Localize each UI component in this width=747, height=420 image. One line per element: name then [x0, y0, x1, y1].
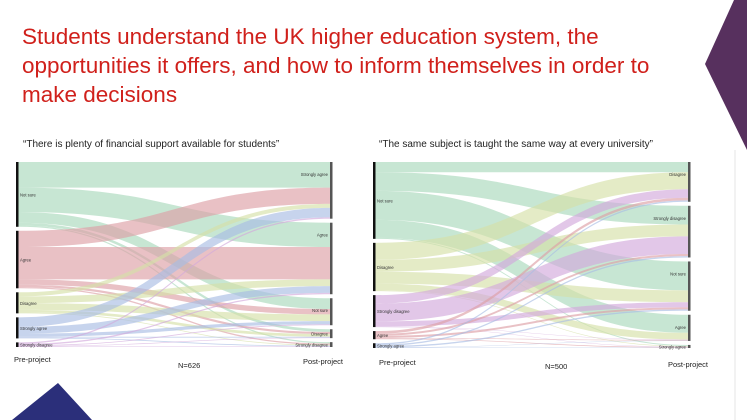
left-node-agree — [373, 331, 376, 340]
chart-2-post-label: Post-project — [668, 360, 709, 369]
flow-agree-to-agree — [375, 337, 688, 341]
left-node-label-strongly-disagree: Strongly disagree — [20, 343, 53, 348]
left-node-disagree — [16, 292, 19, 314]
left-node-label-not-sure: Not sure — [20, 192, 36, 197]
flow-strongly-agree-to-not-sure — [375, 309, 688, 348]
flow-agree-to-strongly-agree — [375, 338, 688, 348]
chart-2-title: “The same subject is taught the same way… — [379, 139, 654, 150]
flow-disagree-to-strongly-agree — [18, 203, 330, 297]
right-node-label-disagree: Disagree — [311, 332, 328, 337]
flow-strongly-disagree-to-agree — [375, 326, 688, 340]
right-node-label-not-sure: Not sure — [312, 308, 328, 313]
chart-1-pre-label: Pre-project — [14, 355, 51, 364]
flow-not-sure-to-strongly-agree — [18, 162, 330, 188]
left-node-label-strongly-agree: Strongly agree — [377, 344, 405, 349]
left-node-not-sure — [373, 162, 376, 239]
flow-strongly-disagree-to-disagree — [18, 337, 330, 347]
flow-strongly-disagree-to-not-sure — [375, 302, 688, 327]
right-node-label-strongly-agree: Strongly agree — [659, 344, 687, 349]
slide-title: Students understand the UK higher educat… — [22, 24, 650, 107]
flow-strongly-agree-to-strongly-disagree — [375, 256, 688, 346]
left-node-strongly-disagree — [373, 295, 376, 328]
right-node-strongly-disagree — [688, 205, 691, 258]
chart-2-n-label: N=500 — [545, 362, 568, 371]
flow-disagree-to-disagree — [18, 309, 330, 337]
right-node-disagree — [688, 162, 691, 202]
flow-disagree-to-agree — [18, 279, 330, 304]
flow-disagree-to-agree — [375, 283, 688, 340]
flow-strongly-disagree-to-strongly-disagree — [375, 236, 688, 322]
right-node-label-disagree: Disagree — [669, 172, 686, 177]
flow-agree-to-disagree — [375, 197, 688, 334]
flow-agree-to-not-sure — [375, 307, 688, 338]
left-node-label-strongly-disagree: Strongly disagree — [377, 309, 410, 314]
right-node-strongly-agree — [688, 344, 691, 348]
right-node-label-strongly-disagree: Strongly disagree — [653, 216, 686, 221]
chart-1-title: “There is plenty of financial support av… — [23, 139, 280, 150]
flow-strongly-agree-to-strongly-agree — [18, 207, 330, 327]
flow-strongly-disagree-to-disagree — [375, 189, 688, 304]
left-node-label-disagree: Disagree — [377, 265, 394, 270]
flow-strongly-agree-to-disagree — [18, 336, 330, 338]
right-node-agree — [330, 222, 333, 295]
flow-not-sure-to-strongly-disagree — [18, 225, 330, 344]
right-node-strongly-disagree — [330, 342, 333, 347]
flow-agree-to-strongly-disagree — [375, 254, 688, 336]
flow-strongly-disagree-to-agree — [18, 292, 330, 346]
right-node-not-sure — [688, 261, 691, 311]
flow-strongly-disagree-to-strongly-agree — [375, 326, 688, 347]
right-node-strongly-agree — [330, 162, 333, 219]
left-node-label-agree: Agree — [20, 258, 32, 263]
flow-strongly-disagree-to-strongly-agree — [18, 217, 330, 344]
right-node-agree — [688, 314, 691, 341]
purple-corner-shape — [705, 0, 747, 150]
left-node-disagree — [373, 242, 376, 292]
left-node-agree — [16, 230, 19, 289]
flow-not-sure-to-strongly-disagree — [375, 172, 688, 225]
flow-disagree-to-disagree — [375, 172, 688, 260]
left-node-strongly-agree — [16, 317, 19, 339]
chart-1-post-label: Post-project — [303, 357, 344, 366]
right-node-label-agree: Agree — [675, 325, 687, 330]
left-node-strongly-disagree — [16, 342, 19, 347]
right-node-label-strongly-disagree: Strongly disagree — [295, 343, 328, 348]
right-node-label-not-sure: Not sure — [670, 271, 686, 276]
left-node-not-sure — [16, 162, 19, 227]
flow-strongly-agree-to-not-sure — [18, 321, 330, 337]
right-node-label-agree: Agree — [317, 233, 329, 238]
chart-2-pre-label: Pre-project — [379, 358, 416, 367]
flow-agree-to-strongly-disagree — [18, 286, 330, 345]
right-node-label-strongly-agree: Strongly agree — [301, 172, 329, 177]
left-node-label-disagree: Disagree — [20, 301, 37, 306]
flow-disagree-to-strongly-agree — [375, 290, 688, 347]
left-node-label-agree: Agree — [377, 333, 389, 338]
left-node-label-not-sure: Not sure — [377, 198, 393, 203]
navy-corner-shape — [12, 383, 92, 420]
flow-strongly-disagree-to-not-sure — [18, 324, 330, 346]
left-node-strongly-agree — [373, 343, 376, 348]
chart-1-n-label: N=626 — [178, 361, 201, 370]
flow-agree-to-not-sure — [18, 279, 330, 315]
right-node-not-sure — [330, 298, 333, 326]
left-node-label-strongly-agree: Strongly agree — [20, 326, 48, 331]
flow-strongly-agree-to-agree — [18, 286, 330, 334]
flow-strongly-disagree-to-strongly-disagree — [18, 346, 330, 347]
flow-strongly-agree-to-agree — [375, 340, 688, 348]
flow-not-sure-to-disagree — [375, 162, 688, 173]
right-node-disagree — [330, 329, 333, 339]
flow-strongly-agree-to-disagree — [375, 200, 688, 345]
flow-agree-to-strongly-agree — [18, 187, 330, 247]
